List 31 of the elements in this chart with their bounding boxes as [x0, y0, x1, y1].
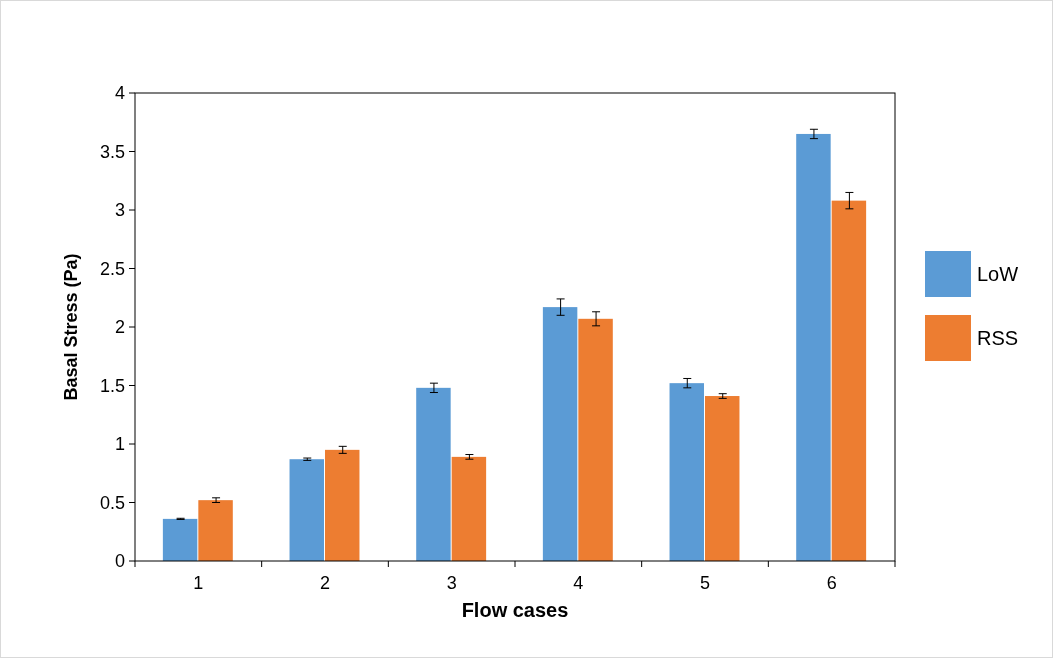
bar [289, 459, 324, 561]
x-tick-label: 4 [573, 573, 584, 593]
bar [325, 449, 360, 561]
x-tick-label: 2 [319, 573, 331, 593]
y-tick-label: 1.5 [99, 375, 125, 396]
x-tick-label: 6 [826, 573, 837, 593]
bar [831, 200, 867, 561]
bar [705, 396, 740, 561]
legend-label: RSS [977, 327, 1019, 349]
bar [796, 133, 831, 561]
bar [451, 456, 487, 561]
y-tick-label: 4 [114, 83, 125, 104]
y-tick-label: 2 [114, 317, 125, 338]
x-axis-title: Flow cases [461, 599, 569, 621]
y-tick-label: 3 [114, 200, 125, 221]
bar [669, 383, 704, 561]
y-tick-label: 0.5 [99, 492, 125, 513]
bar [542, 307, 578, 561]
x-tick-label: 1 [193, 573, 204, 593]
x-tick-label: 5 [699, 573, 711, 593]
bar [162, 518, 198, 561]
y-tick-label: 3.5 [99, 141, 125, 162]
y-tick-label: 0 [114, 551, 125, 572]
y-axis-title: Basal Stress (Pa) [61, 253, 81, 401]
y-tick-label: 2.5 [99, 258, 125, 279]
bar [198, 500, 233, 561]
x-tick-label: 3 [446, 573, 457, 593]
y-tick-label: 1 [114, 434, 125, 455]
bar [416, 387, 451, 561]
bar [578, 318, 613, 561]
legend-label: LoW [977, 263, 1019, 285]
